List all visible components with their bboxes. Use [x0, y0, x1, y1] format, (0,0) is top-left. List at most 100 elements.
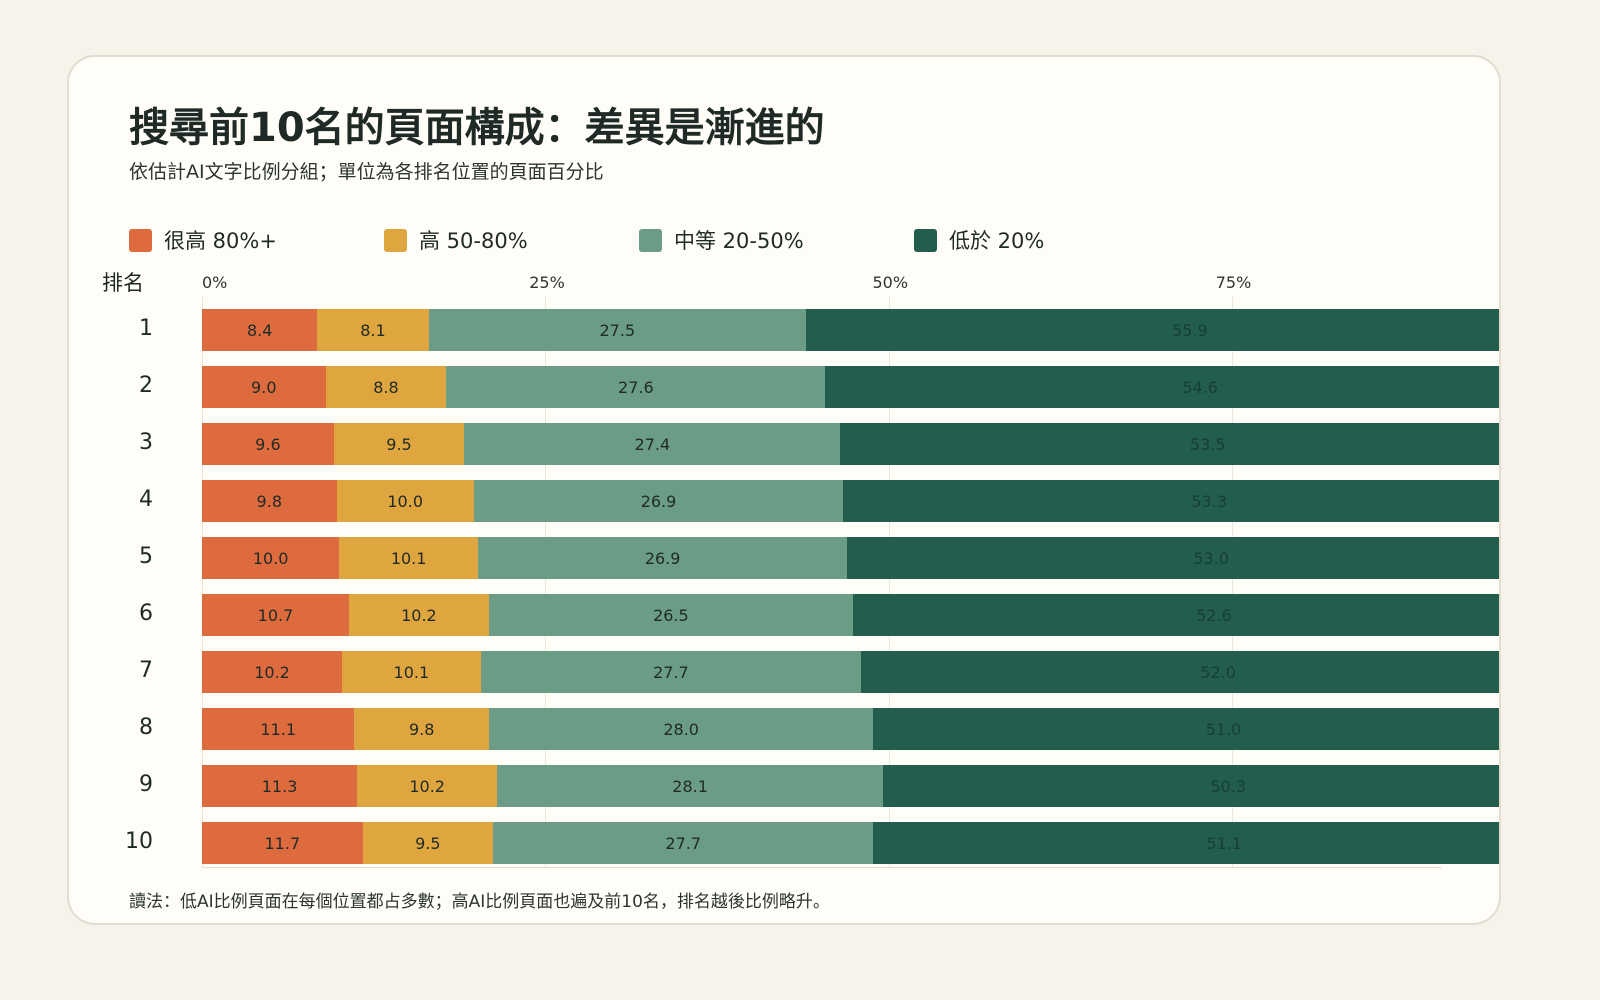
legend-label: 很高 80%+ [164, 229, 277, 253]
data-label: 28.0 [663, 719, 699, 739]
bar-segment: 53.0 [847, 537, 1499, 579]
data-label: 52.0 [1200, 662, 1236, 682]
data-label: 10.0 [252, 548, 289, 568]
data-label: 10.1 [393, 662, 430, 682]
legend-item: 中等 20-50% [639, 225, 804, 255]
data-label: 53.3 [1191, 491, 1227, 511]
bar-segment: 8.8 [325, 366, 447, 408]
gridline [1231, 297, 1233, 867]
bar-segment: 9.5 [333, 423, 465, 465]
bar-segment: 27.7 [480, 651, 862, 693]
bar-segment: 27.5 [428, 309, 807, 351]
y-tick-label: 9 [139, 772, 153, 797]
bar-segment: 8.4 [202, 309, 318, 351]
bar-segment: 9.5 [362, 822, 494, 864]
bar-segment: 52.6 [852, 594, 1499, 636]
bar-row: 10.7 10.2 26.5 52.6 [202, 594, 1499, 636]
footnote: 讀法：低AI比例頁面在每個位置都占多數；高AI比例頁面也遍及前10名，排名越後比… [129, 892, 830, 912]
bar-segment: 27.7 [493, 822, 874, 864]
data-label: 26.9 [640, 491, 677, 511]
legend-label: 低於 20% [949, 229, 1045, 253]
bar-segment: 11.1 [202, 708, 355, 750]
bar-segment: 28.0 [488, 708, 874, 750]
y-tick-label: 7 [139, 658, 153, 683]
y-tick-label: 2 [139, 373, 153, 398]
data-label: 27.7 [653, 662, 689, 682]
y-tick-label: 6 [139, 601, 153, 626]
bar-segment: 9.8 [354, 708, 489, 750]
bar-segment: 52.0 [861, 651, 1499, 693]
bar-row: 9.6 9.5 27.4 53.5 [202, 423, 1499, 465]
data-label: 11.7 [264, 833, 301, 853]
data-label: 8.4 [246, 320, 273, 340]
bar-row: 8.4 8.1 27.5 55.9 [202, 309, 1499, 351]
bar-segment: 55.9 [806, 309, 1499, 351]
bar-row: 9.8 10.0 26.9 53.3 [202, 480, 1499, 522]
x-tick-label: 75% [1215, 273, 1252, 292]
bar-row: 10.2 10.1 27.7 52.0 [202, 651, 1499, 693]
bar-segment: 10.2 [348, 594, 489, 636]
data-label: 54.6 [1182, 377, 1218, 397]
bar-segment: 27.4 [464, 423, 841, 465]
data-label: 9.5 [386, 434, 412, 454]
bar-row: 9.0 8.8 27.6 54.6 [202, 366, 1499, 408]
bar-segment: 26.9 [477, 537, 848, 579]
legend-swatch [639, 228, 662, 252]
data-label: 10.7 [257, 605, 294, 625]
y-tick-label: 10 [125, 829, 153, 854]
bar-segment: 9.8 [202, 480, 337, 522]
bar-segment: 28.1 [497, 765, 883, 807]
data-label: 27.5 [599, 320, 636, 340]
data-label: 9.8 [256, 491, 282, 511]
data-label: 27.6 [618, 377, 654, 397]
legend-item: 很高 80%+ [129, 225, 277, 255]
bar-row: 10.0 10.1 26.9 53.0 [202, 537, 1499, 579]
data-label: 51.1 [1206, 833, 1242, 853]
x-tick-label: 0% [202, 273, 228, 292]
y-tick-label: 5 [139, 544, 153, 569]
legend-item: 高 50-80% [384, 225, 528, 255]
chart-title: 搜尋前10名的頁面構成：差異是漸進的 [129, 105, 825, 151]
gridline [202, 297, 203, 867]
data-label: 11.3 [261, 776, 298, 796]
data-label: 51.0 [1205, 719, 1242, 739]
data-label: 9.8 [408, 719, 435, 739]
legend-swatch [384, 228, 407, 252]
data-label: 10.0 [387, 491, 423, 511]
bar-segment: 10.7 [202, 594, 349, 636]
data-label: 8.8 [373, 377, 399, 397]
bar-segment: 11.3 [202, 765, 358, 807]
y-tick-label: 1 [139, 316, 153, 341]
bar-row: 11.7 9.5 27.7 51.1 [202, 822, 1499, 864]
bar-segment: 10.1 [342, 651, 481, 693]
bar-segment: 10.0 [336, 480, 474, 522]
y-tick-label: 3 [139, 430, 153, 455]
data-label: 27.7 [665, 833, 702, 853]
y-axis-title: 排名 [102, 271, 144, 295]
legend-item: 低於 20% [914, 225, 1044, 255]
bar-segment: 8.1 [317, 309, 429, 351]
bar-segment: 53.5 [840, 423, 1499, 465]
data-label: 55.9 [1172, 320, 1208, 340]
bar-segment: 51.0 [873, 708, 1499, 750]
bar-segment: 10.2 [357, 765, 498, 807]
legend-label: 高 50-80% [419, 229, 528, 253]
data-label: 27.4 [634, 434, 671, 454]
x-axis-baseline [202, 867, 1442, 868]
x-tick-label: 25% [529, 273, 565, 292]
data-label: 10.1 [390, 548, 427, 568]
data-label: 50.3 [1210, 776, 1247, 796]
bar-segment: 51.1 [873, 822, 1499, 864]
data-label: 52.6 [1196, 605, 1232, 625]
chart-card: 搜尋前10名的頁面構成：差異是漸進的 依估計AI文字比例分組；單位為各排名位置的… [67, 55, 1501, 925]
legend-label: 中等 20-50% [674, 229, 804, 253]
bar-segment: 53.3 [843, 480, 1499, 522]
data-label: 53.5 [1189, 434, 1226, 454]
data-label: 8.1 [360, 320, 386, 340]
legend-swatch [914, 228, 937, 252]
bar-segment: 9.0 [202, 366, 326, 408]
data-label: 28.1 [672, 776, 708, 796]
data-label: 9.0 [251, 377, 277, 397]
x-tick-label: 50% [872, 273, 909, 292]
bar-segment: 10.2 [202, 651, 343, 693]
